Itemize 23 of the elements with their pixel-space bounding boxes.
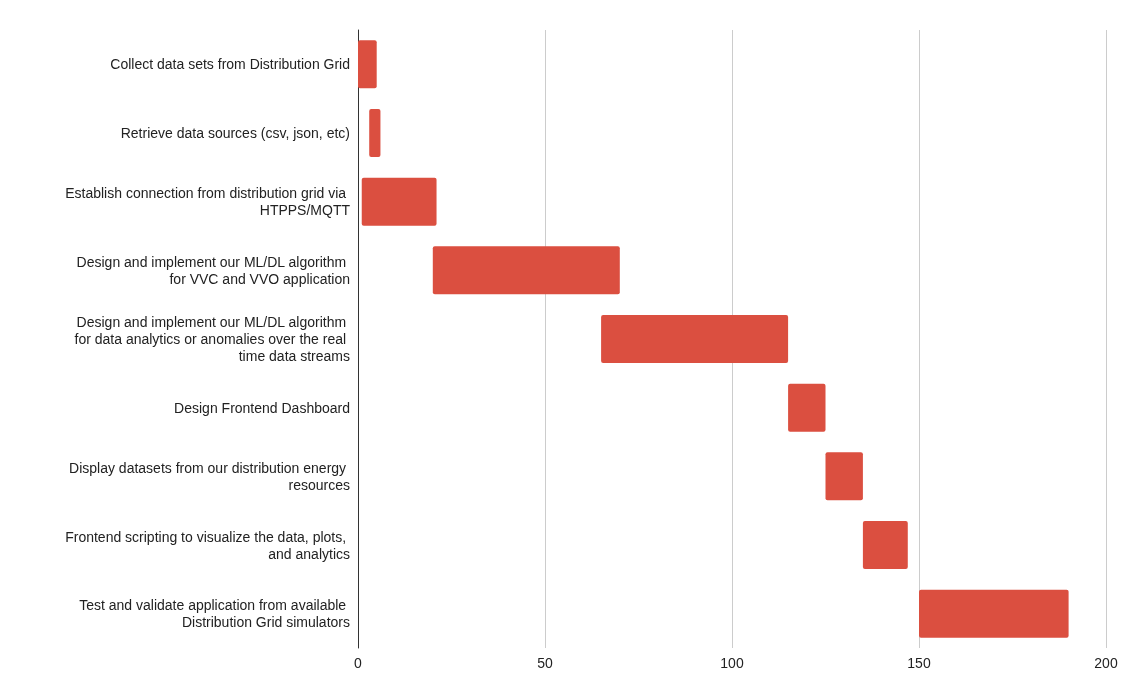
bar bbox=[788, 383, 826, 432]
bar bbox=[369, 108, 381, 158]
x-tick-label: 150 bbox=[907, 655, 931, 671]
x-tick-label: 50 bbox=[537, 655, 553, 671]
bar bbox=[825, 452, 863, 501]
y-tick-label: Retrieve data sources (csv, json, etc) bbox=[120, 125, 350, 141]
bar bbox=[361, 177, 437, 226]
y-tick-label: Design Frontend Dashboard bbox=[174, 399, 350, 416]
bar bbox=[601, 314, 789, 364]
y-tick-label: Frontend scripting to visualize the data, plots, and analytics bbox=[65, 528, 350, 562]
x-tick-label: 200 bbox=[1094, 655, 1118, 671]
y-tick-label: Test and validate application from available Distribution Grid simulators bbox=[79, 597, 350, 631]
x-tick-label: 0 bbox=[354, 655, 363, 671]
bar bbox=[358, 40, 377, 89]
y-tick-label: Collect data sets from Distribution Grid bbox=[110, 56, 350, 73]
y-tick-label: Design and implement our ML/DL algorithm for VVC and VVO application bbox=[76, 253, 350, 287]
x-tick-label: 100 bbox=[720, 655, 744, 671]
bar bbox=[432, 246, 620, 295]
y-tick-label: Design and implement our ML/DL algorithm for data analytics or anomalies over the real time data streams bbox=[74, 314, 350, 364]
bar bbox=[919, 589, 1069, 638]
y-tick-label: Display datasets from our distribution energy resources bbox=[69, 459, 350, 493]
y-tick-label: Establish connection from distribution grid via HTPPS/MQTT bbox=[65, 185, 351, 219]
bar bbox=[862, 520, 908, 570]
